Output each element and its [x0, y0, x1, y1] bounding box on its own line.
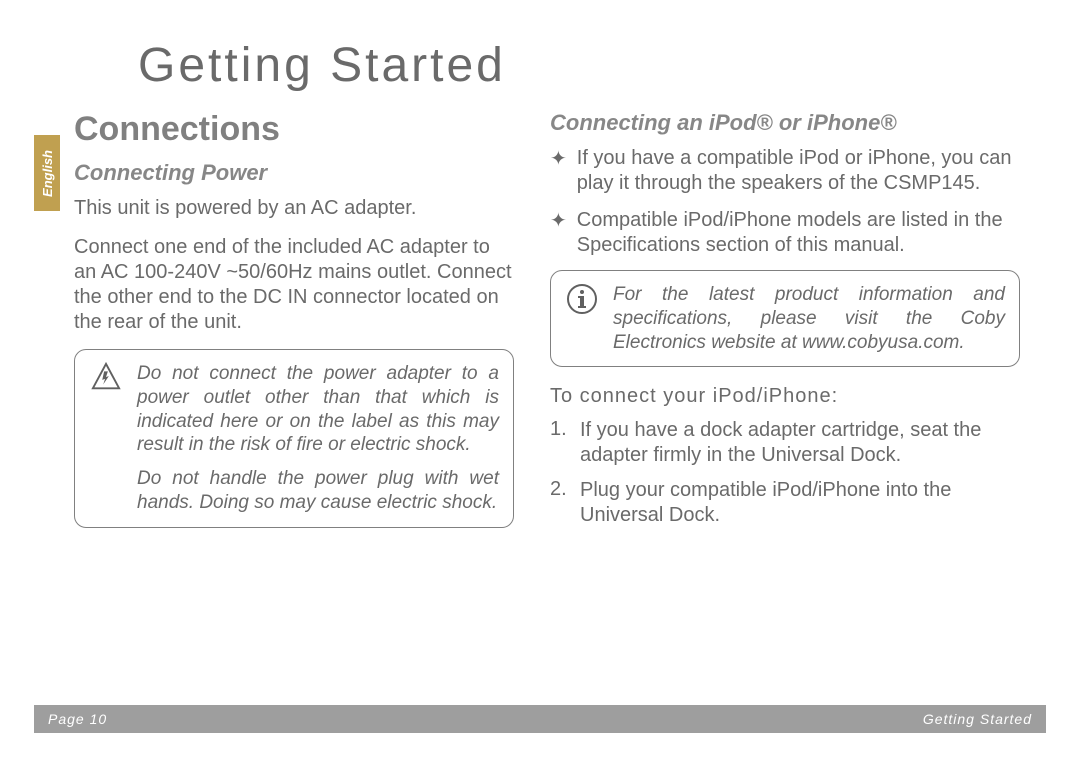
right-sub-title: Connecting an iPod® or iPhone®: [550, 110, 1020, 136]
warning-p1: Do not connect the power adapter to a po…: [137, 362, 499, 457]
left-para-1: This unit is powered by an AC adapter.: [74, 196, 514, 221]
warning-icon: [89, 362, 123, 396]
language-tab-label: English: [40, 150, 55, 197]
left-sub-title: Connecting Power: [74, 160, 514, 186]
info-p1: For the latest product information and s…: [613, 283, 1005, 354]
warning-callout: Do not connect the power adapter to a po…: [74, 349, 514, 528]
bullet-icon: ✦: [550, 146, 567, 196]
left-para-2: Connect one end of the included AC adapt…: [74, 235, 514, 335]
info-text: For the latest product information and s…: [613, 283, 1005, 354]
right-column: Connecting an iPod® or iPhone® ✦ If you …: [550, 110, 1020, 538]
info-callout: For the latest product information and s…: [550, 270, 1020, 367]
step-text-2: Plug your compatible iPod/iPhone into th…: [580, 478, 1020, 528]
step-number: 1.: [550, 418, 570, 468]
left-column: Connecting Power This unit is powered by…: [74, 160, 514, 546]
section-title: Connections: [74, 110, 280, 149]
bullet-icon: ✦: [550, 208, 567, 258]
bullet-row-2: ✦ Compatible iPod/iPhone models are list…: [550, 208, 1020, 258]
bullet-text-1: If you have a compatible iPod or iPhone,…: [577, 146, 1020, 196]
footer-bar: Page 10 Getting Started: [34, 705, 1046, 733]
language-tab: English: [34, 135, 60, 211]
bullet-text-2: Compatible iPod/iPhone models are listed…: [577, 208, 1020, 258]
step-row-1: 1. If you have a dock adapter cartridge,…: [550, 418, 1020, 468]
info-icon: [565, 283, 599, 317]
bullet-row-1: ✦ If you have a compatible iPod or iPhon…: [550, 146, 1020, 196]
warning-text: Do not connect the power adapter to a po…: [137, 362, 499, 515]
page-title: Getting Started: [138, 38, 506, 93]
warning-p2: Do not handle the power plug with wet ha…: [137, 467, 499, 515]
step-text-1: If you have a dock adapter cartridge, se…: [580, 418, 1020, 468]
footer-section-name: Getting Started: [923, 711, 1032, 727]
instruction-title: To connect your iPod/iPhone:: [550, 385, 1020, 408]
step-number: 2.: [550, 478, 570, 528]
footer-page-number: Page 10: [48, 711, 107, 727]
step-row-2: 2. Plug your compatible iPod/iPhone into…: [550, 478, 1020, 528]
